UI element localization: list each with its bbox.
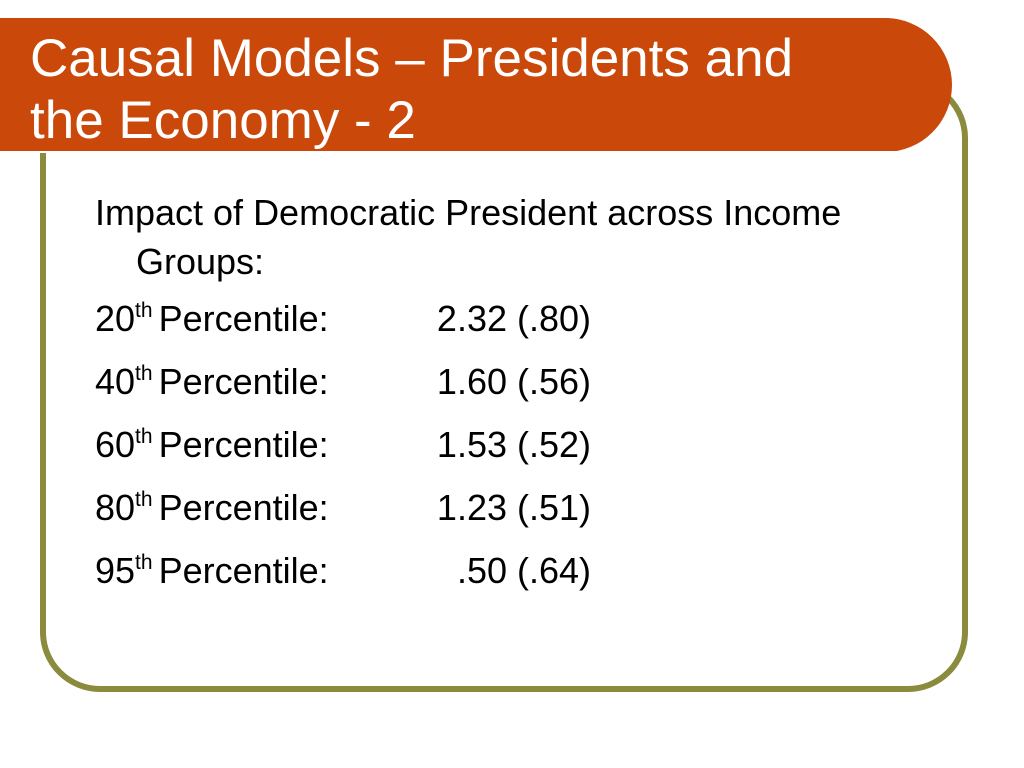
- percentile-number: 40: [95, 361, 136, 402]
- impact-value: .50: [456, 550, 507, 591]
- percentile-row-40: 40th Percentile: 1.60 (.56): [95, 357, 915, 420]
- slide-body: Impact of Democratic President across In…: [95, 188, 915, 609]
- ordinal-suffix: th: [135, 488, 153, 511]
- content-frame: [40, 78, 968, 692]
- intro-text: Impact of Democratic President across In…: [95, 192, 842, 282]
- percentile-word: Percentile:: [158, 487, 329, 528]
- title-underline: [0, 151, 905, 153]
- standard-error: (.52): [517, 424, 592, 465]
- ordinal-suffix: th: [135, 299, 153, 322]
- percentile-label: 20th Percentile:: [95, 294, 423, 343]
- impact-value: 1.23: [436, 487, 507, 528]
- percentile-word: Percentile:: [158, 550, 329, 591]
- slide-title-line-1: Causal Models – Presidents and: [30, 29, 794, 88]
- percentile-word: Percentile:: [158, 361, 329, 402]
- percentile-number: 20: [95, 298, 136, 339]
- ordinal-suffix: th: [135, 551, 153, 574]
- standard-error: (.80): [517, 298, 592, 339]
- standard-error: (.51): [517, 487, 592, 528]
- percentile-row-95: 95th Percentile: .50 (.64): [95, 546, 915, 609]
- percentile-word: Percentile:: [158, 298, 329, 339]
- title-band: Causal Models – Presidents and the Econo…: [0, 18, 952, 153]
- percentile-label: 40th Percentile:: [95, 357, 423, 406]
- impact-value: 2.32: [436, 298, 507, 339]
- impact-value: 1.60: [436, 361, 507, 402]
- percentile-row-20: 20th Percentile: 2.32 (.80): [95, 294, 915, 357]
- percentile-label: 80th Percentile:: [95, 483, 423, 532]
- percentile-number: 60: [95, 424, 136, 465]
- standard-error: (.56): [517, 361, 592, 402]
- standard-error: (.64): [517, 550, 592, 591]
- percentile-number: 80: [95, 487, 136, 528]
- ordinal-suffix: th: [135, 425, 153, 448]
- slide-title: Causal Models – Presidents and the Econo…: [30, 28, 793, 152]
- impact-value: 1.53: [436, 424, 507, 465]
- slide-title-line-2: the Economy - 2: [30, 91, 416, 150]
- percentile-row-80: 80th Percentile: 1.23 (.51): [95, 483, 915, 546]
- percentile-row-60: 60th Percentile: 1.53 (.52): [95, 420, 915, 483]
- percentile-label: 60th Percentile:: [95, 420, 423, 469]
- percentile-number: 95: [95, 550, 136, 591]
- percentile-word: Percentile:: [158, 424, 329, 465]
- percentile-label: 95th Percentile:: [95, 546, 423, 595]
- ordinal-suffix: th: [135, 362, 153, 385]
